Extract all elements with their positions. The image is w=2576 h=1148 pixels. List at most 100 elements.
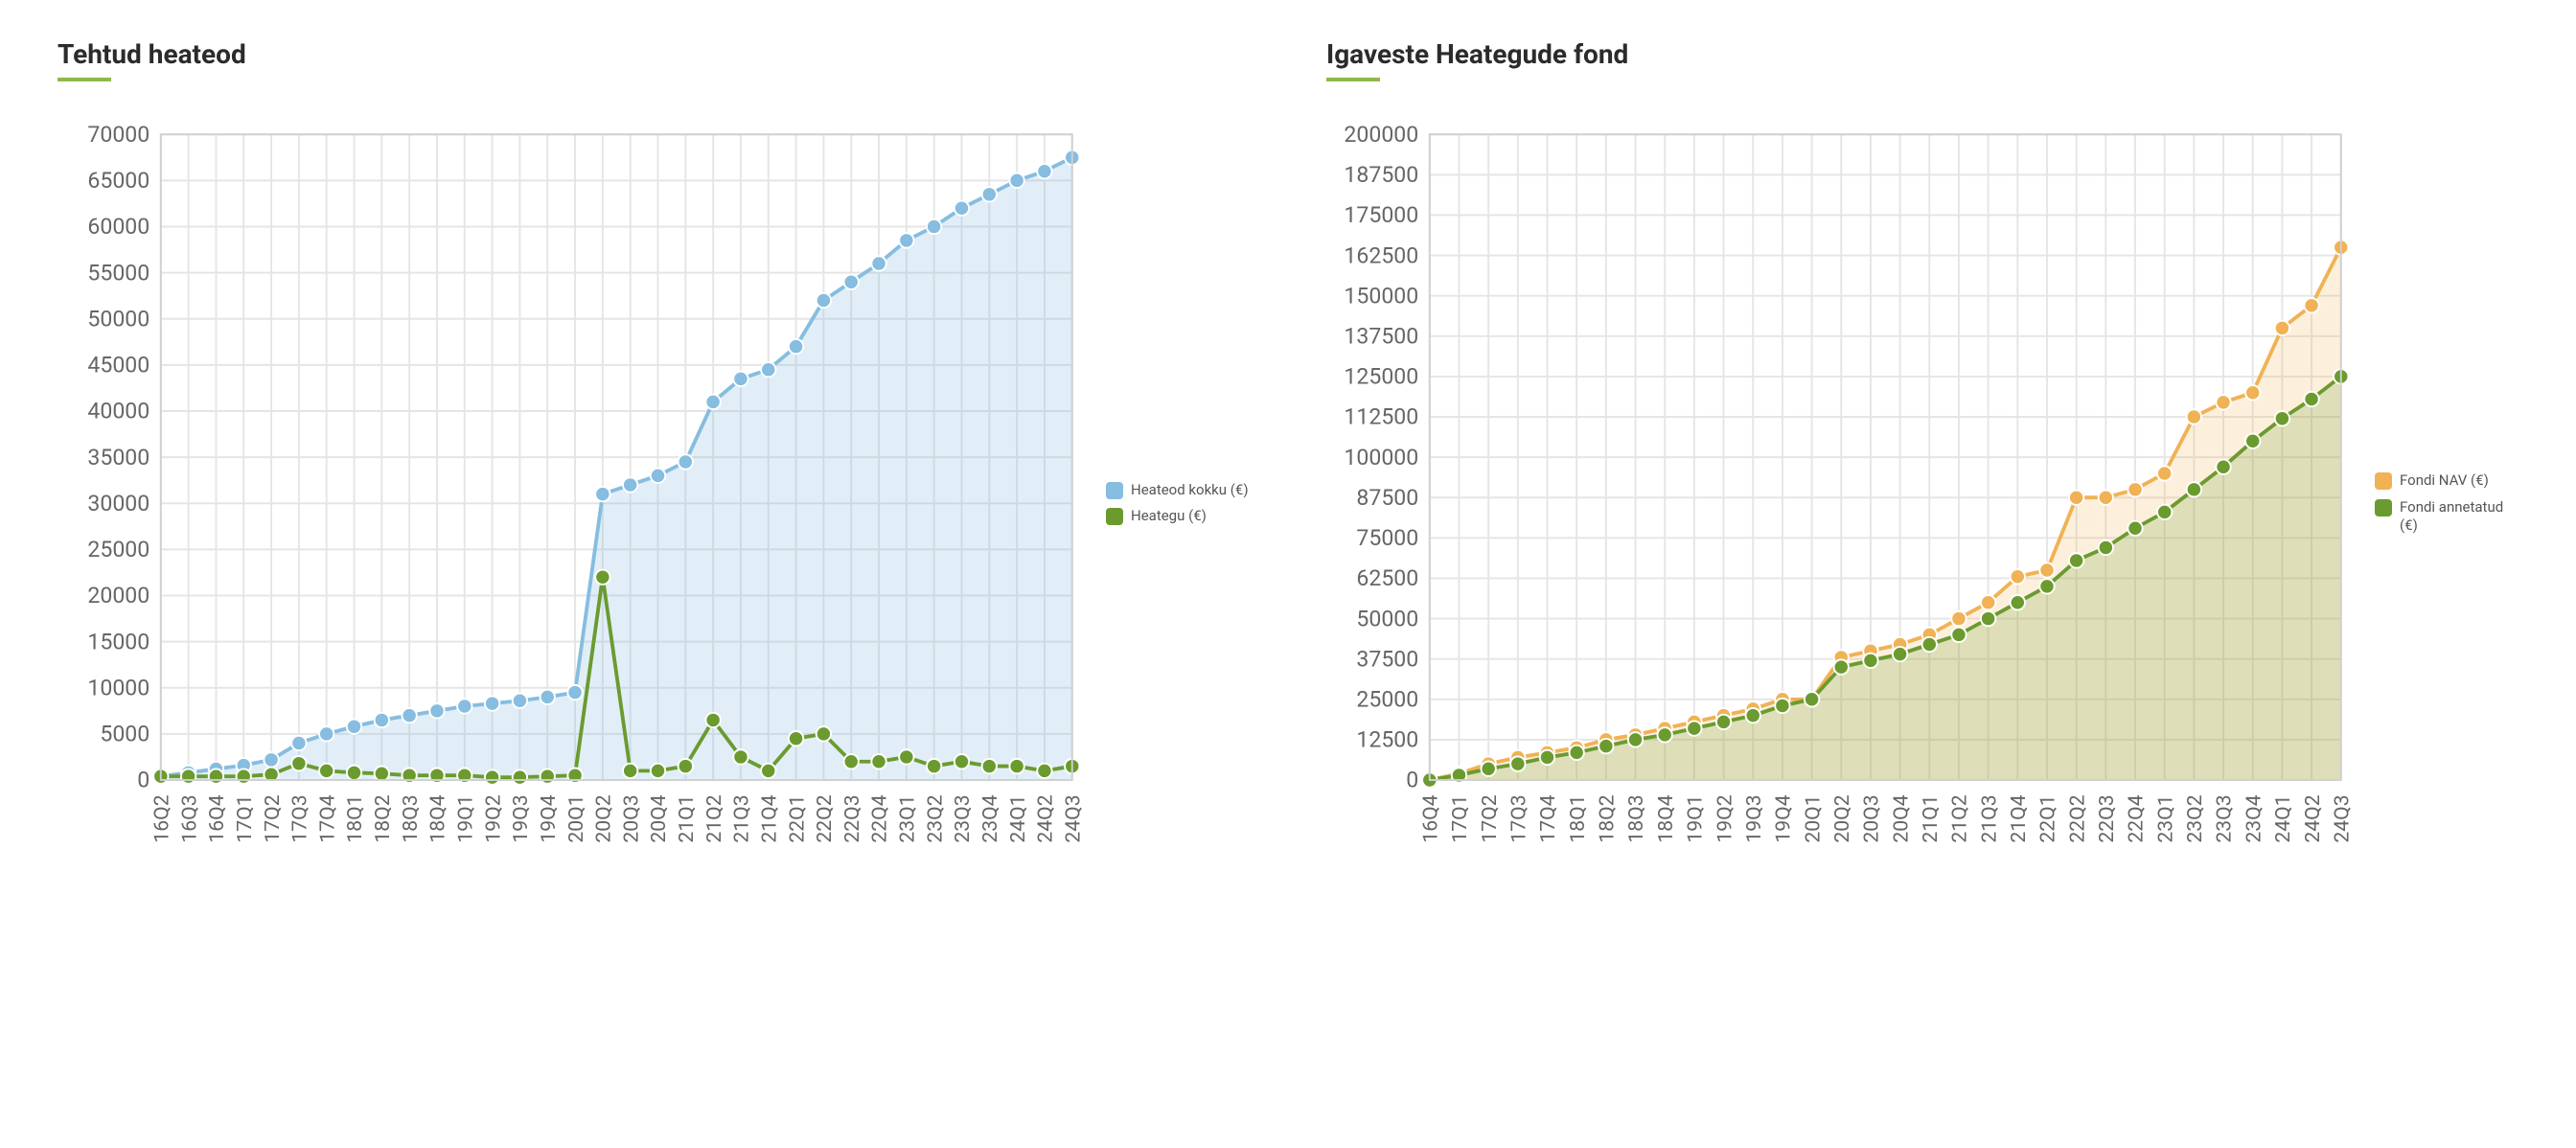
chart-legend: Heateod kokku (€) Heategu (€): [1106, 481, 1250, 526]
svg-text:20Q2: 20Q2: [592, 794, 616, 842]
svg-text:17Q2: 17Q2: [261, 794, 285, 842]
svg-text:0: 0: [137, 768, 150, 793]
svg-text:21Q4: 21Q4: [757, 794, 781, 842]
svg-text:23Q2: 23Q2: [923, 794, 947, 842]
svg-text:23Q4: 23Q4: [2242, 794, 2266, 842]
svg-text:18Q2: 18Q2: [1596, 794, 1620, 842]
svg-text:25000: 25000: [1356, 686, 1418, 712]
svg-text:137500: 137500: [1344, 323, 1418, 349]
chart-title: Tehtud heateod: [58, 38, 1250, 70]
svg-text:5000: 5000: [100, 722, 150, 747]
svg-text:18Q2: 18Q2: [371, 794, 395, 842]
svg-text:23Q1: 23Q1: [2153, 794, 2177, 842]
svg-text:70000: 70000: [87, 122, 150, 148]
svg-text:40000: 40000: [87, 399, 150, 425]
svg-text:30000: 30000: [87, 491, 150, 517]
legend-swatch: [2375, 499, 2392, 517]
svg-text:19Q2: 19Q2: [481, 794, 505, 842]
svg-text:19Q1: 19Q1: [1684, 794, 1708, 842]
chart-body: 0125002500037500500006250075000875001000…: [1326, 116, 2518, 891]
svg-text:20Q1: 20Q1: [564, 794, 588, 842]
svg-text:24Q3: 24Q3: [1061, 794, 1085, 842]
svg-text:112500: 112500: [1344, 404, 1418, 430]
svg-text:21Q4: 21Q4: [2007, 794, 2031, 842]
svg-text:21Q3: 21Q3: [1977, 794, 2001, 842]
chart-igaveste-fond: Igaveste Heategude fond 0125002500037500…: [1326, 38, 2518, 891]
svg-text:22Q2: 22Q2: [813, 794, 837, 842]
svg-text:24Q3: 24Q3: [2330, 794, 2354, 842]
svg-text:45000: 45000: [87, 353, 150, 379]
chart-title: Igaveste Heategude fond: [1326, 38, 2518, 70]
legend-swatch: [1106, 482, 1123, 499]
chart-tehtud-heateod: Tehtud heateod 0500010000150002000025000…: [58, 38, 1250, 891]
svg-text:21Q2: 21Q2: [702, 794, 726, 842]
svg-text:175000: 175000: [1344, 202, 1418, 228]
svg-text:22Q4: 22Q4: [868, 794, 892, 842]
svg-text:18Q4: 18Q4: [1654, 794, 1678, 842]
svg-text:23Q3: 23Q3: [951, 794, 975, 842]
svg-text:100000: 100000: [1344, 445, 1418, 471]
chart-body: 0500010000150002000025000300003500040000…: [58, 116, 1250, 891]
svg-text:24Q2: 24Q2: [1034, 794, 1058, 842]
svg-text:23Q1: 23Q1: [896, 794, 920, 842]
svg-text:17Q2: 17Q2: [1478, 794, 1502, 842]
svg-text:20Q3: 20Q3: [619, 794, 643, 842]
svg-text:18Q1: 18Q1: [1566, 794, 1590, 842]
svg-text:200000: 200000: [1344, 122, 1418, 148]
svg-text:24Q2: 24Q2: [2301, 794, 2325, 842]
charts-container: Tehtud heateod 0500010000150002000025000…: [58, 38, 2518, 891]
legend-swatch: [2375, 472, 2392, 490]
svg-text:12500: 12500: [1356, 727, 1418, 753]
chart-plot[interactable]: 0125002500037500500006250075000875001000…: [1326, 116, 2359, 891]
svg-text:19Q3: 19Q3: [509, 794, 533, 842]
title-underline: [58, 78, 111, 81]
svg-text:18Q1: 18Q1: [343, 794, 367, 842]
svg-text:20Q1: 20Q1: [1801, 794, 1825, 842]
svg-text:18Q4: 18Q4: [426, 794, 450, 842]
svg-text:60000: 60000: [87, 214, 150, 240]
svg-text:21Q1: 21Q1: [1919, 794, 1943, 842]
svg-text:21Q2: 21Q2: [1948, 794, 1972, 842]
svg-text:16Q2: 16Q2: [150, 794, 174, 842]
legend-swatch: [1106, 508, 1123, 525]
svg-text:17Q3: 17Q3: [1507, 794, 1531, 842]
chart-plot[interactable]: 0500010000150002000025000300003500040000…: [58, 116, 1091, 891]
svg-text:19Q2: 19Q2: [1713, 794, 1736, 842]
svg-text:75000: 75000: [1356, 525, 1418, 551]
svg-text:20Q2: 20Q2: [1830, 794, 1854, 842]
svg-text:18Q3: 18Q3: [1624, 794, 1648, 842]
svg-text:23Q4: 23Q4: [978, 794, 1002, 842]
legend-label: Heateod kokku (€): [1131, 481, 1249, 500]
svg-text:187500: 187500: [1344, 162, 1418, 188]
svg-text:50000: 50000: [87, 306, 150, 332]
svg-text:87500: 87500: [1356, 485, 1418, 511]
svg-text:50000: 50000: [1356, 606, 1418, 631]
svg-text:18Q3: 18Q3: [399, 794, 423, 842]
svg-text:37500: 37500: [1356, 646, 1418, 672]
svg-text:125000: 125000: [1344, 364, 1418, 390]
svg-text:22Q1: 22Q1: [785, 794, 809, 842]
title-underline: [1326, 78, 1380, 81]
svg-text:55000: 55000: [87, 260, 150, 286]
svg-text:20000: 20000: [87, 583, 150, 608]
legend-item[interactable]: Heateod kokku (€): [1106, 481, 1250, 500]
svg-text:22Q3: 22Q3: [840, 794, 864, 842]
svg-text:17Q1: 17Q1: [233, 794, 257, 842]
svg-text:22Q3: 22Q3: [2095, 794, 2119, 842]
legend-item[interactable]: Fondi NAV (€): [2375, 471, 2518, 491]
svg-text:17Q4: 17Q4: [315, 794, 339, 842]
svg-text:17Q3: 17Q3: [288, 794, 312, 842]
legend-label: Fondi annetatud (€): [2400, 498, 2518, 536]
svg-text:16Q4: 16Q4: [1419, 794, 1443, 842]
svg-text:17Q1: 17Q1: [1448, 794, 1472, 842]
svg-text:19Q4: 19Q4: [1772, 794, 1796, 842]
svg-text:20Q3: 20Q3: [1860, 794, 1884, 842]
legend-label: Fondi NAV (€): [2400, 471, 2489, 491]
legend-item[interactable]: Fondi annetatud (€): [2375, 498, 2518, 536]
svg-text:24Q1: 24Q1: [1006, 794, 1030, 842]
legend-label: Heategu (€): [1131, 507, 1207, 526]
svg-text:10000: 10000: [87, 675, 150, 700]
svg-text:16Q4: 16Q4: [205, 794, 229, 842]
legend-item[interactable]: Heategu (€): [1106, 507, 1250, 526]
svg-text:20Q4: 20Q4: [647, 794, 671, 842]
